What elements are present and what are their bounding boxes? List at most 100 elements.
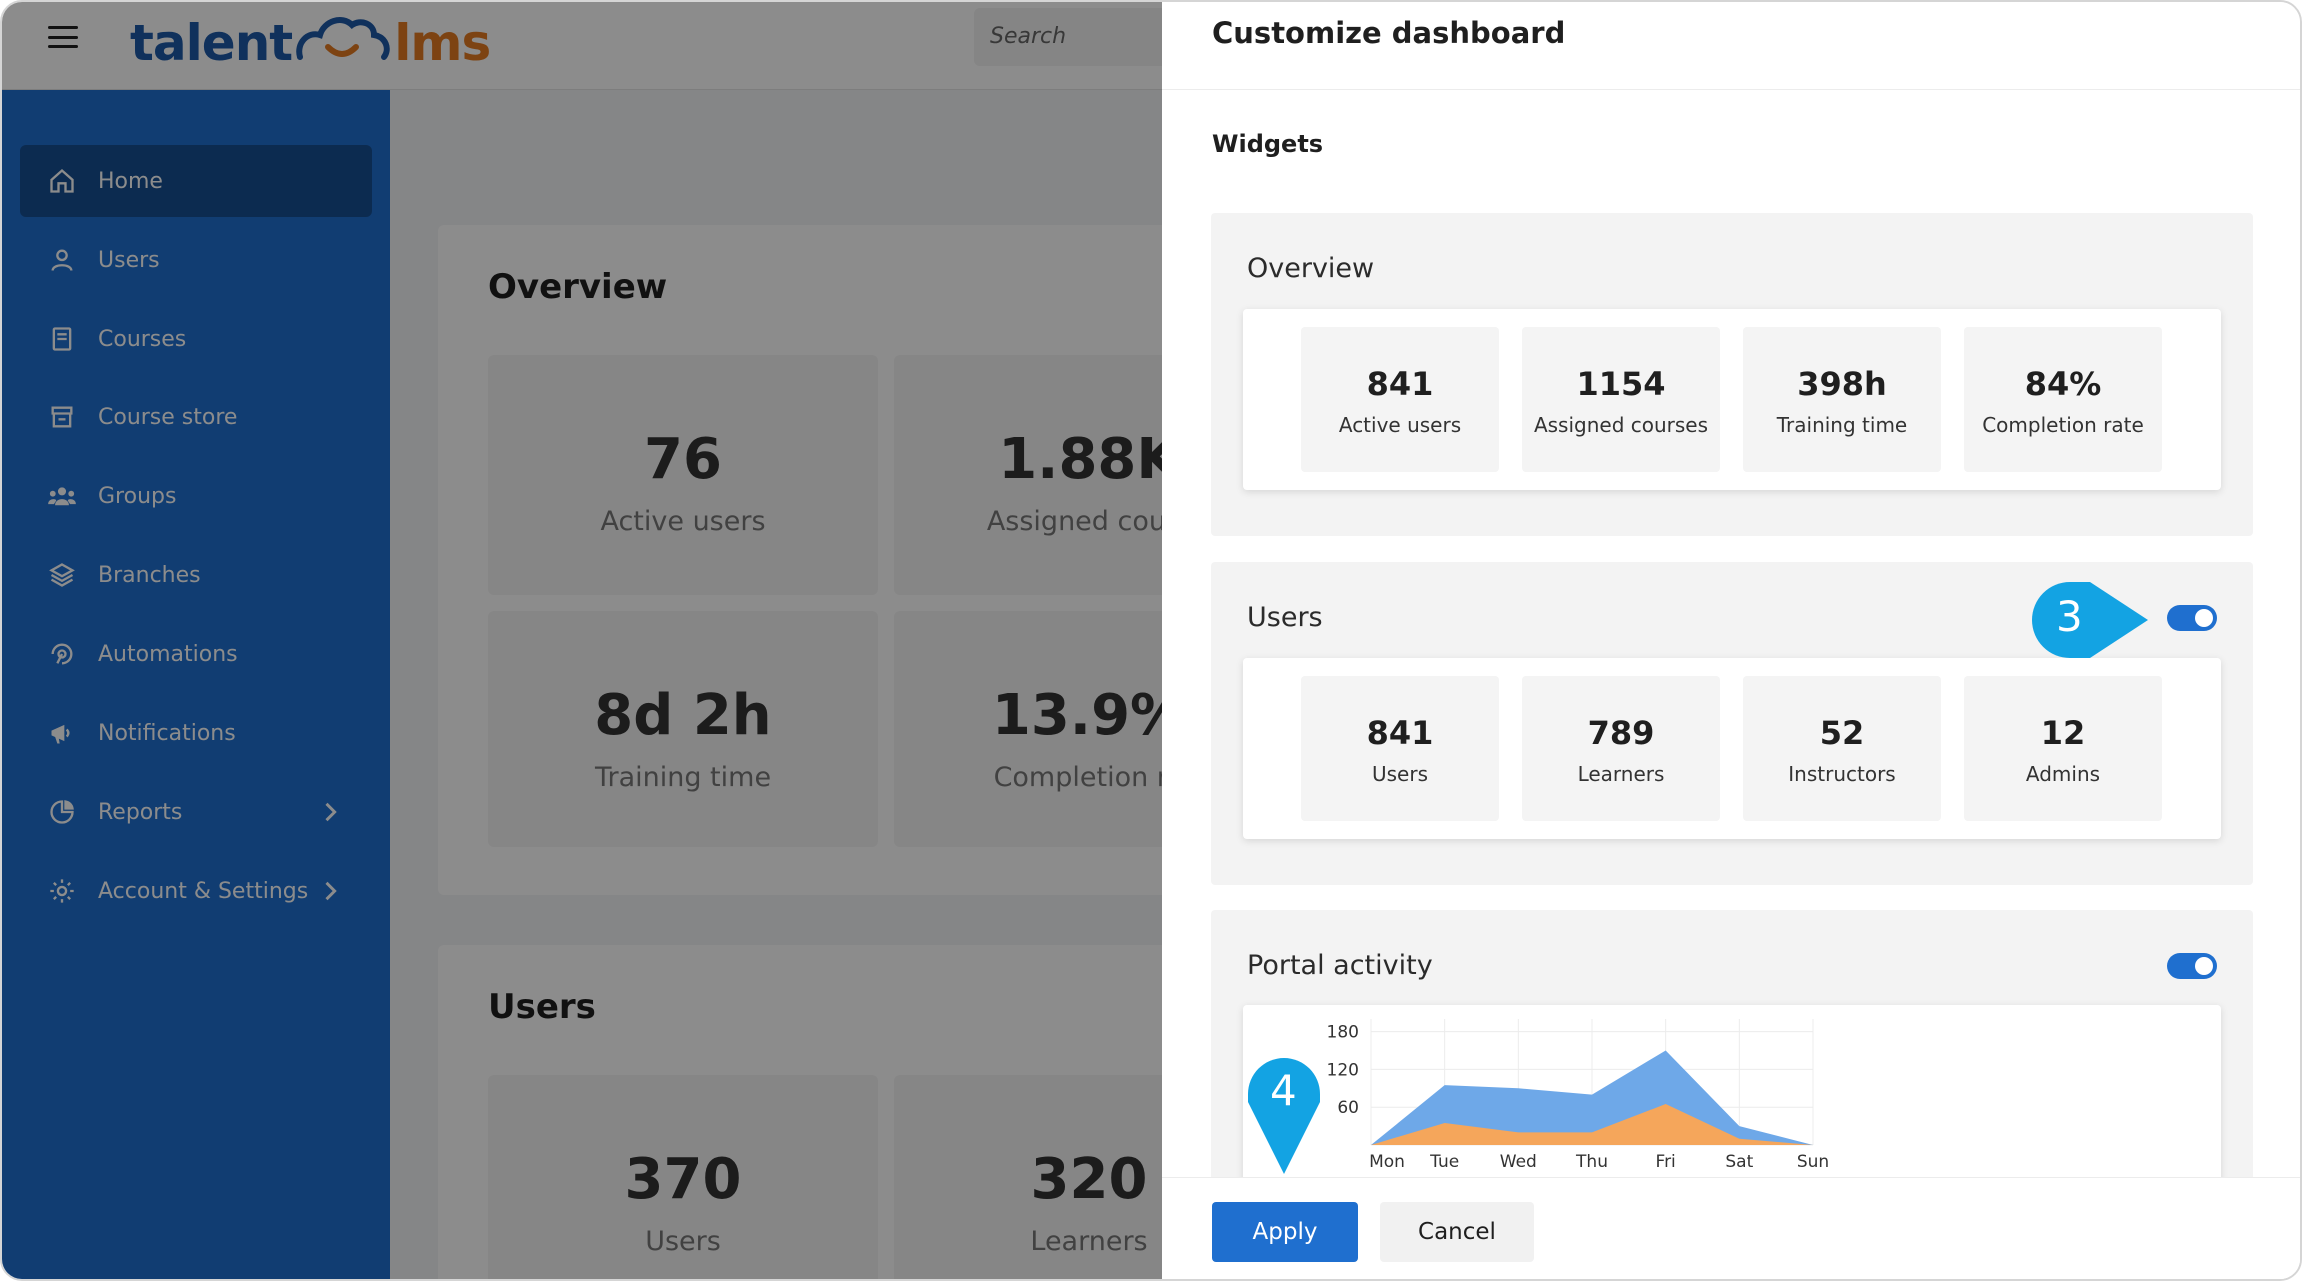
stat-label: Admins — [2025, 762, 2101, 786]
sidebar-item-label: Reports — [98, 799, 183, 825]
panel-footer: Apply Cancel — [1162, 1177, 2300, 1279]
step-4-callout: 4 — [1246, 1056, 1322, 1176]
panel-title: Customize dashboard — [1212, 16, 1566, 50]
apply-button[interactable]: Apply — [1212, 1202, 1358, 1262]
logo-lms-text: lms — [394, 14, 491, 72]
sidebar-item-label: Home — [98, 168, 163, 194]
x-tick-label: Wed — [1500, 1152, 1537, 1172]
callout-bubble-icon — [2032, 582, 2148, 658]
stat-active-users: 76 Active users — [488, 355, 878, 595]
preview-stat-admins: 12 Admins — [1964, 676, 2162, 821]
book-icon — [46, 323, 78, 355]
top-bar: talent lms Search — [2, 2, 1174, 90]
store-icon — [46, 401, 78, 433]
sidebar-item-label: Account & Settings — [98, 878, 309, 904]
cloud-logo-icon — [296, 17, 390, 60]
panel-header: Customize dashboard — [1162, 2, 2300, 90]
dashboard-main: Overview 76 Active users 1.88K Assigned … — [390, 90, 1284, 1279]
sidebar-item-label: Automations — [98, 641, 238, 667]
widget-overview: Overview 841 Active users 1154 Assigned … — [1211, 213, 2253, 536]
sidebar-item-course-store[interactable]: Course store — [20, 381, 372, 453]
portal-activity-chart: 180 120 60 Mon Tue Wed Thu Fri Sat Sun — [1327, 1019, 1829, 1172]
stat-value: 8d 2h — [594, 683, 772, 748]
sidebar: Home Users Courses Course store Groups B… — [2, 90, 390, 1279]
logo-talent-text: talent — [130, 14, 293, 72]
sidebar-item-branches[interactable]: Branches — [20, 539, 372, 611]
stat-value: 841 — [1366, 714, 1434, 752]
sidebar-item-home[interactable]: Home — [20, 145, 372, 217]
stat-value: 1154 — [1576, 365, 1666, 403]
sidebar-item-account-settings[interactable]: Account & Settings — [20, 855, 372, 927]
x-tick-label: Tue — [1429, 1152, 1459, 1172]
sidebar-item-label: Groups — [98, 483, 177, 509]
stat-value: 841 — [1366, 365, 1434, 403]
home-icon — [46, 165, 78, 197]
stat-label: Active users — [600, 506, 766, 537]
x-tick-label: Sat — [1725, 1152, 1753, 1172]
sidebar-item-label: Branches — [98, 562, 201, 588]
overview-title: Overview — [488, 267, 668, 307]
search-input[interactable]: Search — [974, 8, 1174, 66]
stat-value: 398h — [1797, 365, 1887, 403]
logo: talent lms — [130, 8, 491, 78]
stat-value: 13.9% — [991, 683, 1187, 748]
chevron-right-icon — [316, 798, 344, 826]
y-tick-label: 180 — [1327, 1023, 1359, 1043]
users-widget-toggle[interactable] — [2167, 605, 2217, 631]
stat-users: 370 Users — [488, 1075, 878, 1279]
sidebar-item-label: Course store — [98, 404, 238, 430]
groups-icon — [46, 480, 78, 512]
sidebar-item-courses[interactable]: Courses — [20, 303, 372, 375]
stat-label: Users — [1371, 762, 1428, 786]
widget-title: Overview — [1247, 253, 1375, 284]
portal-activity-widget-toggle[interactable] — [2167, 953, 2217, 979]
sidebar-item-reports[interactable]: Reports — [20, 776, 372, 848]
x-tick-label: Sun — [1797, 1152, 1829, 1172]
sidebar-item-automations[interactable]: Automations — [20, 618, 372, 690]
sidebar-item-label: Notifications — [98, 720, 236, 746]
stat-value: 52 — [1819, 714, 1865, 752]
modal-backdrop[interactable] — [2, 2, 1162, 1279]
preview-stat-learners: 789 Learners — [1522, 676, 1720, 821]
callout-pin-icon — [1248, 1058, 1320, 1174]
automation-icon — [46, 638, 78, 670]
users-title: Users — [488, 987, 596, 1027]
sidebar-item-label: Users — [98, 247, 160, 273]
layers-icon — [46, 559, 78, 591]
users-card: Users 370 Users 320 Learners — [438, 945, 1284, 1279]
widget-title: Users — [1247, 602, 1323, 633]
y-tick-label: 120 — [1327, 1060, 1359, 1080]
stat-value: 76 — [644, 427, 722, 492]
y-tick-label: 60 — [1337, 1098, 1359, 1118]
chevron-right-icon — [316, 877, 344, 905]
widget-overview-preview: 841 Active users 1154 Assigned courses 3… — [1243, 309, 2221, 490]
widget-users: Users 841 Users 789 Learners 52 Instruct… — [1211, 562, 2253, 885]
preview-stat-assigned-courses: 1154 Assigned courses — [1522, 327, 1720, 472]
user-icon — [46, 244, 78, 276]
gear-icon — [46, 875, 78, 907]
stat-label: Learners — [1030, 1226, 1148, 1257]
sidebar-item-notifications[interactable]: Notifications — [20, 697, 372, 769]
hamburger-menu-icon[interactable] — [48, 22, 78, 52]
widget-title: Portal activity — [1247, 950, 1433, 981]
sidebar-item-users[interactable]: Users — [20, 224, 372, 296]
preview-stat-active-users: 841 Active users — [1301, 327, 1499, 472]
stat-training-time: 8d 2h Training time — [488, 611, 878, 847]
sidebar-item-groups[interactable]: Groups — [20, 460, 372, 532]
cancel-button[interactable]: Cancel — [1380, 1202, 1534, 1262]
stat-value: 789 — [1587, 714, 1655, 752]
stat-label: Assigned cours — [986, 506, 1192, 537]
x-tick-label: Fri — [1656, 1152, 1676, 1172]
pie-chart-icon — [46, 796, 78, 828]
stat-label: Assigned courses — [1533, 413, 1709, 437]
widget-users-preview: 841 Users 789 Learners 52 Instructors 12… — [1243, 658, 2221, 839]
widgets-heading: Widgets — [1212, 130, 1324, 158]
stat-value: 1.88K — [998, 427, 1180, 492]
stat-label: Training time — [594, 762, 772, 793]
preview-stat-users: 841 Users — [1301, 676, 1499, 821]
step-3-callout: 3 — [2030, 580, 2150, 660]
stat-value: 12 — [2040, 714, 2086, 752]
stat-label: Training time — [1776, 413, 1908, 437]
stat-label: Learners — [1577, 762, 1665, 786]
